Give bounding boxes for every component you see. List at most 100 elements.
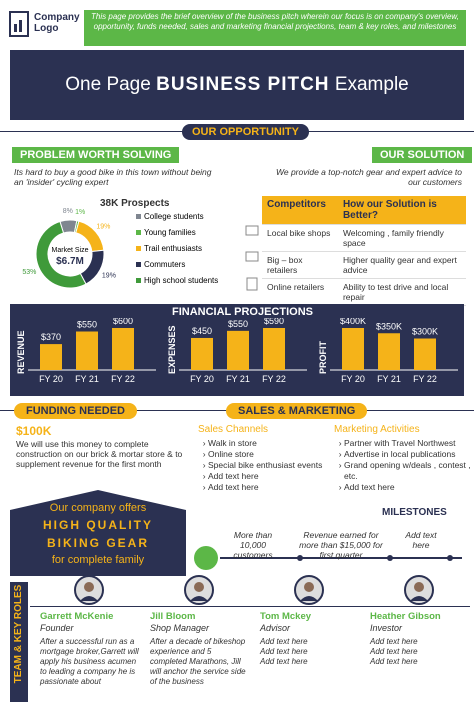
financials-heading: FINANCIAL PROJECTIONS [160,304,325,320]
team: Garrett McKenie Founder After a successful… [34,575,470,705]
financial-charts: REVENUE $370 FY 20 $550 FY 21 $600 FY 22 EXPENS… [16,318,458,384]
legend-label: Commuters [144,260,185,269]
avatar [404,575,434,605]
bar [263,328,285,370]
milestone: Revenue earned for more than $15,000 for… [299,530,383,560]
team-heading: TEAM & KEY ROLES [13,584,24,684]
problem-text: Its hard to buy a good bike in this town… [14,167,212,187]
bar [227,330,249,370]
list-item: Add text here [208,482,338,493]
member-name: Garrett McKenie [40,611,114,622]
rule [30,606,470,607]
list-item: Add text here [344,482,474,493]
opportunity-heading: OUR OPPORTUNITY [182,124,309,140]
chart-label: REVENUE [16,330,26,374]
donut-label: 8% [63,208,73,215]
channels-list: Walk in storeOnline storeSpecial bike en… [198,438,338,493]
list-item: Walk in store [208,438,338,449]
x-tick-label: FY 21 [226,374,250,384]
avatar [74,575,104,605]
offer-line: for complete family [51,554,145,566]
x-tick-label: FY 20 [190,374,214,384]
legend-label: College students [144,212,204,221]
title-lead: One Page [65,74,151,95]
bar [76,331,98,370]
donut-segment [35,220,87,289]
funding-amount: $100K [16,424,52,438]
avatar-body [300,596,318,601]
legend-swatch [136,278,141,283]
prospects-title: 38K Prospects [100,198,170,209]
bar [342,328,364,370]
bar-label: $370 [41,332,61,342]
bar [112,328,134,370]
funding-heading: FUNDING NEEDED [14,403,138,419]
milestone: Add text here [405,530,437,550]
competitor-table: Competitors How our Solution is Better? Lo… [262,196,466,306]
donut-label: 19% [96,223,110,230]
avatar-body [190,596,208,601]
legend-swatch [136,230,141,235]
prospects-chart: 8% 1% 19% 19% 53% Market Size $6.7M College stu… [22,208,218,289]
offer: Our company offers HIGH QUALITY BIKING G… [10,500,186,568]
solution-text: We provide a top-notch gear and expert a… [275,167,462,187]
title: One Page BUSINESS PITCH Example [10,74,464,96]
table-row: Big – box retailers Higher quality gear a… [262,251,466,279]
bar-label: $350K [376,321,402,331]
avatar-head [194,582,204,592]
table-cell: Online retailers [262,278,338,306]
column-header: Competitors [262,196,338,225]
legend-label: Young families [144,228,196,237]
title-main: BUSINESS PITCH [156,74,330,95]
problem-heading: PROBLEM WORTH SOLVING [12,147,180,163]
bar [191,337,213,370]
chart-label: PROFIT [318,340,328,374]
member-role: Shop Manager [150,623,210,633]
table-cell: Ability to test drive and local repair [337,278,466,306]
list-item: Online store [208,449,338,460]
list-item: Advertise in local publications [344,449,474,460]
table-cell: Welcoming , family friendly space [337,224,466,252]
bar-label: $400K [340,318,366,326]
avatar-head [414,582,424,592]
x-tick-label: FY 21 [75,374,99,384]
donut-label: 19% [102,273,116,280]
member-text: Add text here Add text here Add text her… [260,637,308,666]
bar-label: $600 [113,318,133,326]
sales-heading: SALES & MARKETING [226,403,368,419]
offer-line: HIGH QUALITY [43,518,153,532]
avatar-head [84,582,94,592]
offer-shape [10,490,186,576]
member-text: After a decade of bikeshop experience an… [150,637,246,686]
milestone: More than 10,000 customers [233,530,273,560]
channels-title: Sales Channels [198,424,269,435]
bar-label: $550 [77,320,97,330]
bar-label: $450 [192,326,212,336]
offer-line: BIKING GEAR [46,536,149,550]
table-row: Local bike shops Welcoming , family frien… [262,224,466,252]
list-item: Special bike enthusiast events [208,460,338,471]
x-tick-label: FY 20 [39,374,63,384]
bar-label: $590 [264,318,284,326]
bar-label: $300K [412,327,438,337]
column-header: How our Solution is Better? [337,196,466,225]
table-cell: Big – box retailers [262,251,338,279]
table-cell: Local bike shops [262,224,338,252]
team-bar [10,582,28,702]
intro: This page provides the brief overview of… [84,10,466,46]
table-row: Online retailers Ability to test drive an… [262,278,466,306]
logo-text: Company Logo [34,12,80,34]
bar [414,338,436,370]
row-icons [245,225,259,291]
milestones-heading: MILESTONES [382,507,447,518]
member-name: Tom Mckey [260,611,312,622]
logo: Company Logo [8,6,80,44]
list-item: Grand opening w/deals , contest , etc. [344,460,474,482]
avatar [184,575,214,605]
legend-swatch [136,262,141,267]
donut-center-value: $6.7M [56,256,84,267]
solution-heading: OUR SOLUTION [372,147,473,163]
member-text: After a successful run as a mortgage bro… [40,637,139,686]
bar-label: $550 [228,319,248,329]
title-tail: Example [334,74,409,95]
